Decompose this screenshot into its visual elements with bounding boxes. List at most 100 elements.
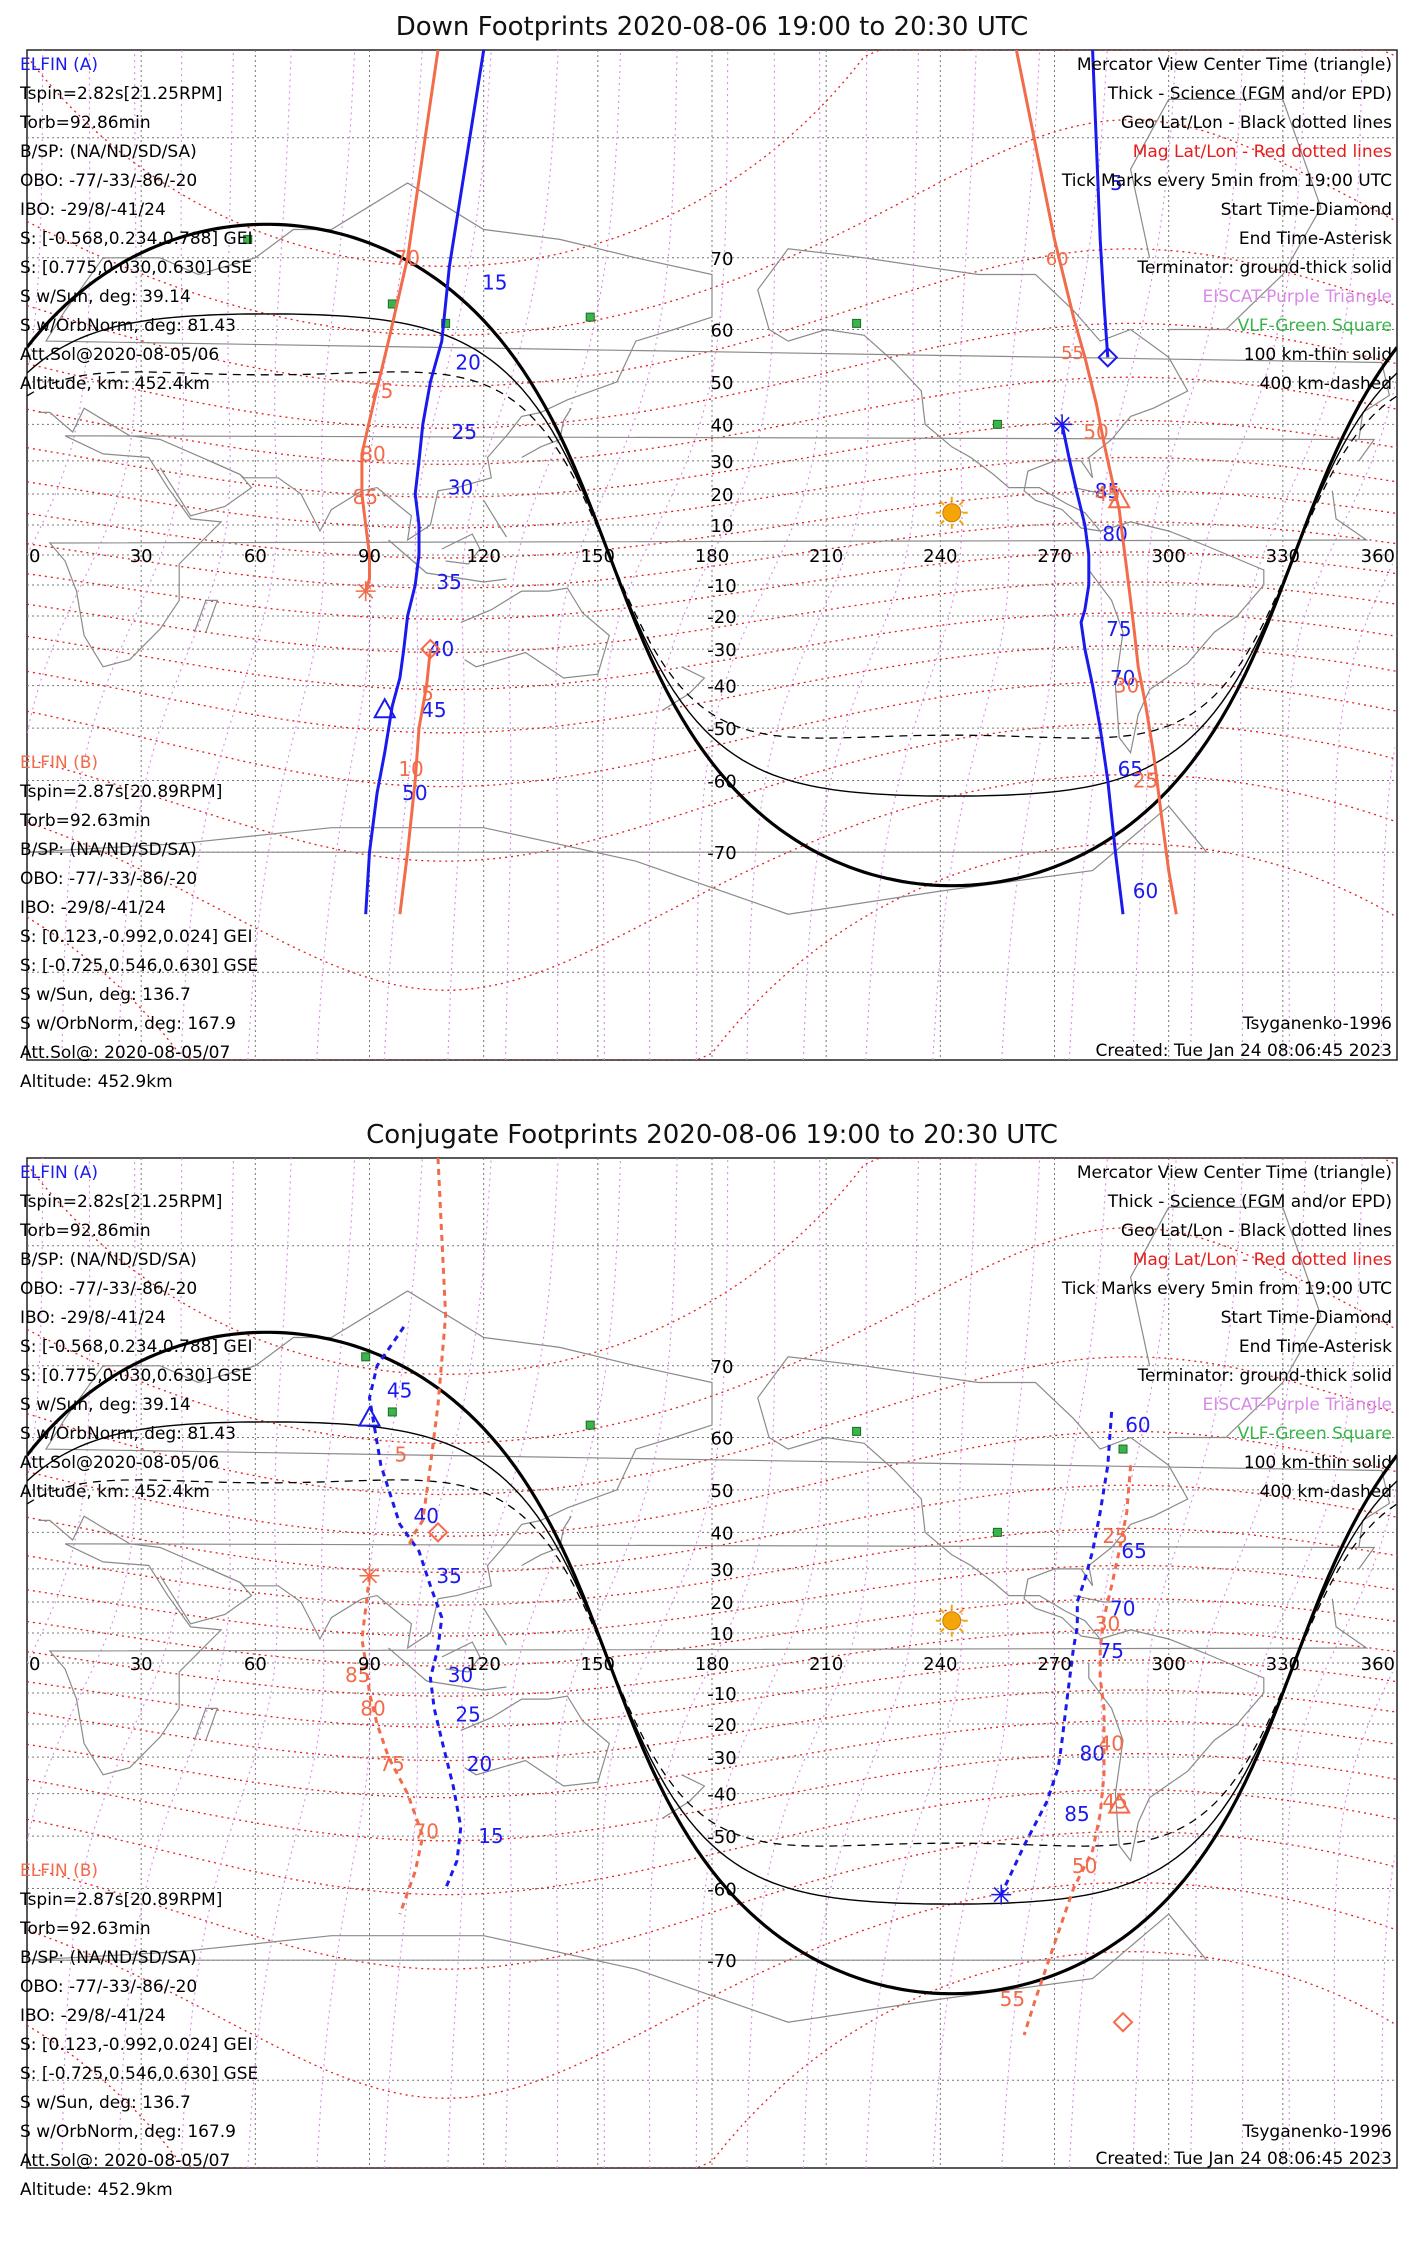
- footprint-track: 5: [395, 1158, 449, 1549]
- coastline: [460, 587, 610, 679]
- lat-tick-label: 10: [711, 1624, 734, 1645]
- legend-entry: EISCAT-Purple Triangle: [1202, 287, 1392, 307]
- elfin-b-line: Att.Sol@: 2020-08-05/07: [20, 1043, 230, 1063]
- mag-lat-label: 55: [1061, 343, 1084, 364]
- elfin-b-line: Tspin=2.87s[20.89RPM]: [19, 1890, 222, 1910]
- tick-label: 65: [1121, 1539, 1146, 1563]
- legend-entry: Mag Lat/Lon - Red dotted lines: [1133, 142, 1392, 162]
- lat-tick-label: -40: [707, 1785, 736, 1806]
- legend-right: Mercator View Center Time (triangle) Thic…: [1061, 1163, 1392, 1502]
- tick-label: 20: [467, 1752, 492, 1776]
- lon-tick-label: 240: [923, 1654, 957, 1675]
- legend-right: Mercator View Center Time (triangle) Thic…: [1061, 55, 1392, 394]
- mag-meridian-line: [447, 1158, 559, 2168]
- elfin-b-line: S: [-0.725,0.546,0.630] GSE: [20, 2064, 258, 2084]
- coastline: [662, 666, 706, 711]
- coastline: [757, 1356, 1189, 1640]
- lon-tick-label: 150: [581, 1654, 615, 1675]
- mag-meridian-line: [555, 1158, 678, 2168]
- terminator-100km: [27, 1421, 1397, 1905]
- mag-meridian-line: [648, 50, 776, 1060]
- tick-label: 70: [1110, 1596, 1135, 1620]
- lat-tick-label: 60: [711, 1428, 734, 1449]
- legend-entry: Mercator View Center Time (triangle): [1077, 1163, 1392, 1183]
- legend-entry: 400 km-dashed: [1260, 374, 1392, 394]
- lat-tick-label: 30: [711, 452, 734, 473]
- lon-tick-label: 270: [1037, 546, 1071, 567]
- footprint-line: [1091, 50, 1110, 358]
- terminator: [27, 1330, 1397, 1996]
- coastline: [483, 499, 508, 538]
- tick-label: 75: [368, 379, 393, 403]
- lat-tick-labels: 70 60 50 40 30 20 10 -10 -20 -30 -40 -50 -60 -70: [707, 1357, 736, 1972]
- lat-tick-label: 40: [711, 415, 734, 436]
- lat-tick-label: 20: [711, 485, 734, 506]
- coastline: [27, 1913, 1208, 2023]
- tick-label: 85: [353, 485, 378, 509]
- legend-entry: Tick Marks every 5min from 19:00 UTC: [1061, 171, 1392, 191]
- tick-label: 75: [1106, 617, 1131, 641]
- coastline: [388, 1647, 507, 1691]
- lat-tick-label: -20: [707, 1715, 736, 1736]
- sun-icon: [935, 496, 968, 529]
- elfin-a-line: Altitude, km: 452.4km: [20, 374, 210, 394]
- footprint-line: [1014, 50, 1178, 915]
- tick-label: 35: [436, 1564, 461, 1588]
- legend-entry: Mag Lat/Lon - Red dotted lines: [1133, 1250, 1392, 1270]
- elfin-a-line: OBO: -77/-33/-86/-20: [20, 1279, 197, 1299]
- tick-label: 5: [1110, 171, 1123, 195]
- mag-latitude-line: [27, 248, 1397, 388]
- lon-tick-label: 330: [1266, 1654, 1300, 1675]
- elfin-a-line: S w/Sun, deg: 39.14: [20, 287, 191, 307]
- footprint-line: [367, 1326, 463, 1890]
- vlf-station-square: [1118, 1444, 1128, 1454]
- mag-meridian-line: [27, 50, 138, 733]
- terminator-ground: [27, 222, 1397, 888]
- mag-latitude-line: [27, 774, 1397, 991]
- lat-tick-label: 60: [711, 320, 734, 341]
- lon-tick-label: 90: [358, 546, 381, 567]
- terminator: [27, 222, 1397, 888]
- lon-tick-label: 60: [244, 546, 267, 567]
- lat-tick-label: 50: [711, 1481, 734, 1502]
- tick-label: 30: [448, 476, 473, 500]
- tick-label: 70: [395, 246, 420, 270]
- start-diamond: [419, 638, 441, 660]
- footprint-line: [364, 50, 486, 915]
- tick-label: 25: [1133, 769, 1158, 793]
- panel-conjugate: Conjugate Footprints 2020-08-06 19:00 to…: [19, 1120, 1398, 2200]
- tick-label: 30: [448, 1663, 473, 1687]
- mag-latitude-line: [27, 681, 1397, 788]
- end-asterisk: [1052, 414, 1073, 435]
- legend-entry: Start Time-Diamond: [1221, 1308, 1392, 1328]
- elfin-b-line: Altitude: 452.9km: [20, 2180, 173, 2200]
- tick-label: 50: [1072, 1854, 1097, 1878]
- lon-tick-labels: 0 30 60 90 120 150 180 210 240 270 300 330 360: [29, 1654, 1395, 1675]
- elfin-a-line: S w/OrbNorm, deg: 81.43: [20, 316, 236, 336]
- legend-entry: Geo Lat/Lon - Black dotted lines: [1121, 113, 1392, 133]
- lon-tick-label: 90: [358, 1654, 381, 1675]
- elfin-b-name: ELFIN (B): [20, 1861, 98, 1881]
- tick-label: 45: [387, 1378, 412, 1402]
- lat-tick-label: 50: [711, 373, 734, 394]
- end-asterisk: [991, 1884, 1012, 1905]
- lat-tick-label: -70: [707, 1951, 736, 1972]
- tick-label: 40: [429, 637, 454, 661]
- coastline: [521, 407, 572, 459]
- coastline: [441, 1641, 481, 1673]
- coastline: [521, 1515, 572, 1567]
- elfin-a-line: Altitude, km: 452.4km: [20, 1482, 210, 1502]
- mag-latitude-line: [27, 1484, 1397, 1573]
- legend-entry: Thick - Science (FGM and/or EPD): [1107, 1192, 1392, 1212]
- mag-meridian-line: [1132, 50, 1244, 1060]
- coastline: [1073, 1595, 1112, 1603]
- lon-tick-label: 120: [466, 546, 500, 567]
- coastline: [1073, 487, 1112, 495]
- terminator-400km: [27, 1479, 1397, 1847]
- coastline: [159, 1568, 253, 1625]
- footprint-line: [999, 1411, 1114, 1896]
- vlf-station-square: [441, 318, 451, 328]
- legend-entry: Mercator View Center Time (triangle): [1077, 55, 1392, 75]
- legend-entry: 400 km-dashed: [1260, 1482, 1392, 1502]
